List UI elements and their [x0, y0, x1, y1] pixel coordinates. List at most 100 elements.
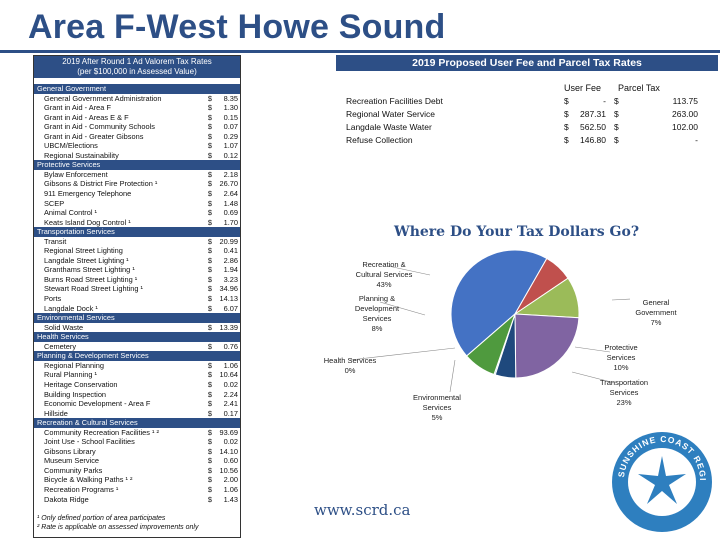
website-url[interactable]: www.scrd.ca	[314, 501, 411, 519]
rate-dollar-sign: $	[207, 294, 212, 304]
pie-slice	[465, 312, 517, 376]
rate-label: 911 Emergency Telephone	[44, 189, 132, 199]
title-divider	[0, 50, 720, 53]
rate-dollar-sign: $	[207, 446, 212, 456]
pie-label-line: 0%	[344, 366, 356, 375]
rate-dollar-sign: $	[207, 179, 212, 189]
category-row: Planning & Development Services	[34, 351, 240, 361]
category-label: Planning & Development Services	[37, 351, 149, 361]
fee-row: Recreation Facilities Debt $ - $113.75	[346, 95, 716, 108]
rate-label: Grant in Aid - Greater Gibsons	[44, 131, 144, 141]
rate-row: Grant in Aid - Area F $1.30	[34, 103, 240, 113]
rate-dollar-sign: $	[207, 150, 212, 160]
rate-label: Community Recreation Facilities ¹ ²	[44, 427, 159, 437]
rate-value: 0.15	[223, 112, 238, 122]
category-label: Protective Services	[37, 160, 101, 170]
rate-value: 14.13	[219, 294, 239, 304]
pie-label-line: General	[642, 298, 670, 307]
rate-label: Building Inspection	[44, 389, 107, 399]
rate-label: Grant in Aid - Areas E & F	[44, 112, 129, 122]
rate-value: 0.29	[223, 131, 238, 141]
rate-value: 13.39	[219, 322, 239, 332]
pie-label-line: Services	[606, 353, 636, 362]
rate-label: Burns Road Street Lighting ¹	[44, 274, 138, 284]
rate-dollar-sign: $	[207, 131, 212, 141]
rate-row: Langdale Street Lighting ¹ $2.86	[34, 256, 240, 266]
rate-dollar-sign: $	[207, 112, 212, 122]
rate-row: Keats Island Dog Control ¹ $1.70	[34, 218, 240, 228]
pie-slice-label: Health Services 0%	[322, 356, 378, 376]
rate-label: Museum Service	[44, 456, 100, 466]
rate-row: Heritage Conservation $0.02	[34, 380, 240, 390]
rate-row: UBCM/Elections $1.07	[34, 141, 240, 151]
rate-label: Rural Planning ¹	[44, 370, 97, 380]
fee-label: Recreation Facilities Debt	[346, 96, 443, 106]
rate-value: 2.41	[223, 399, 238, 409]
rate-dollar-sign: $	[207, 341, 212, 351]
parcel-tax-value: -	[695, 135, 698, 145]
tax-dollar-sign: $	[614, 109, 619, 119]
rate-row: Animal Control ¹ $0.69	[34, 208, 240, 218]
rate-label: UBCM/Elections	[44, 141, 98, 151]
page-title: Area F-West Howe Sound	[28, 8, 446, 46]
user-fee-value: 287.31	[580, 109, 606, 119]
rate-label: Regional Planning	[44, 360, 104, 370]
rate-row: Langdale Dock ¹ $6.07	[34, 304, 240, 314]
user-fee-value: 562.50	[580, 122, 606, 132]
category-label: Transportation Services	[37, 227, 115, 237]
parcel-tax-value: 113.75	[672, 96, 698, 106]
rate-label: Regional Street Lighting	[44, 246, 123, 256]
pie-slice-label: Transportation Services 23%	[596, 378, 652, 408]
rate-dollar-sign: $	[207, 389, 212, 399]
rate-dollar-sign: $	[207, 265, 212, 275]
rate-label: Community Parks	[44, 465, 103, 475]
ad-valorem-heading-line2: (per $100,000 in Assessed Value)	[77, 67, 197, 76]
rate-label: SCEP	[44, 198, 65, 208]
rate-label: Recreation Programs ¹	[44, 484, 119, 494]
rate-row: Community Parks $10.56	[34, 466, 240, 476]
fee-row: Regional Water Service $287.31 $263.00	[346, 108, 716, 121]
tax-dollar-sign: $	[614, 122, 619, 132]
rate-row: General Government Administration $8.35	[34, 94, 240, 104]
rate-label: Regional Sustainability	[44, 150, 119, 160]
pie-leader-line	[571, 371, 616, 384]
pie-label-line: Planning &	[358, 294, 396, 303]
rate-row: Hillside $0.17	[34, 409, 240, 419]
pie-label-line: Health Services	[323, 356, 377, 365]
rate-value: 0.02	[223, 437, 238, 447]
rate-dollar-sign: $	[207, 255, 212, 265]
rate-value: 0.17	[223, 408, 238, 418]
pie-label-line: 23%	[616, 398, 632, 407]
footnote-participation: ¹ Only defined portion of area participa…	[37, 515, 166, 522]
rate-label: Ports	[44, 294, 62, 304]
pie-leader-line	[449, 359, 456, 393]
pie-label-line: Services	[422, 403, 452, 412]
rate-row: Gibsons & District Fire Protection ¹ $26.…	[34, 179, 240, 189]
tax-dollar-sign: $	[614, 96, 619, 106]
rate-label: Cemetery	[44, 341, 77, 351]
rate-label: Granthams Street Lighting ¹	[44, 265, 135, 275]
pie-label-line: Transportation	[599, 378, 649, 387]
rate-row: Grant in Aid - Greater Gibsons $0.29	[34, 132, 240, 142]
pie-label-line: Development	[354, 304, 400, 313]
rate-row: Granthams Street Lighting ¹ $1.94	[34, 265, 240, 275]
pie-leader-line	[611, 298, 630, 301]
pie-leader-line	[574, 346, 611, 353]
rate-row: SCEP $1.48	[34, 199, 240, 209]
rate-dollar-sign: $	[207, 475, 212, 485]
fee-dollar-sign: $	[564, 96, 569, 106]
rate-row: Joint Use - School Facilities $0.02	[34, 437, 240, 447]
scrd-logo: SUNSHINE COAST REGIONAL DISTRICT	[608, 418, 712, 532]
rate-value: 93.69	[219, 427, 239, 437]
rate-label: Bicycle & Walking Paths ¹ ²	[44, 475, 133, 485]
pie-label-line: Government	[635, 308, 677, 317]
category-row: General Government	[34, 84, 240, 94]
rate-row: Cemetery $0.76	[34, 342, 240, 352]
rate-dollar-sign: $	[207, 427, 212, 437]
tax-rate-list: General Government General Government Adm…	[34, 84, 240, 504]
rate-value: 0.07	[223, 122, 238, 132]
rate-row: Burns Road Street Lighting ¹ $3.23	[34, 275, 240, 285]
pie-label-line: Services	[609, 388, 639, 397]
rate-dollar-sign: $	[207, 284, 212, 294]
rate-value: 3.23	[223, 274, 238, 284]
